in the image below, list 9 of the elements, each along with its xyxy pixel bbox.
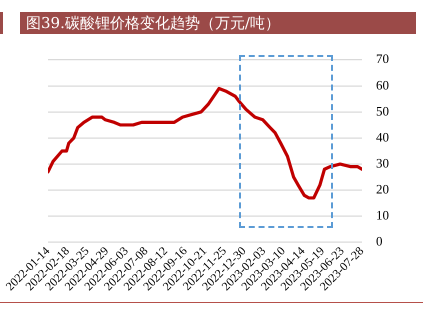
y-tick-label: 30: [376, 155, 389, 170]
chart-title: 图39.碳酸锂价格变化趋势（万元/吨）: [20, 12, 416, 34]
y-tick-label: 70: [376, 51, 389, 66]
y-tick-label: 40: [376, 129, 389, 144]
y-tick-label: 10: [376, 208, 389, 223]
y-tick-label: 60: [376, 77, 389, 92]
y-tick-label: 20: [376, 182, 389, 197]
y-tick-label: 0: [376, 234, 382, 249]
y-tick-label: 50: [376, 103, 389, 118]
